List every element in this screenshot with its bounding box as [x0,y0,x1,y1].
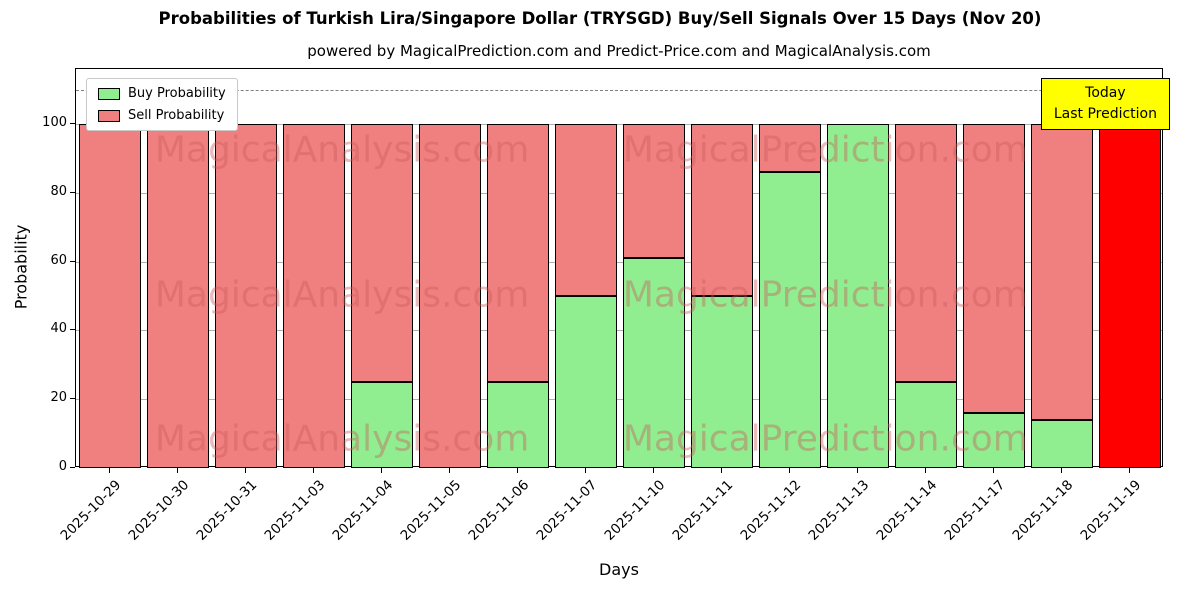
x-axis-label: Days [599,560,639,579]
x-tick-mark [993,468,994,473]
y-tick-mark [70,123,75,125]
watermark-text: MagicalAnalysis.com [154,418,530,460]
bar-segment-sell [555,124,617,296]
watermark-text: MagicalPrediction.com [622,274,1028,316]
y-tick-label: 0 [58,459,67,474]
y-tick-label: 100 [42,115,67,131]
x-tick-mark [1061,468,1062,473]
y-tick-mark [70,329,75,331]
gridline [76,399,1162,401]
legend-label-buy: Buy Probability [128,86,226,101]
x-tick-mark [449,468,450,473]
bar-segment-buy [895,382,957,468]
x-tick-mark [381,468,382,473]
bar-segment-sell [623,124,685,259]
bar-segment-sell [351,124,413,382]
bar-segment-sell [1031,124,1093,420]
bar-segment-buy [623,258,685,468]
bar-segment-buy [759,172,821,468]
legend-swatch-buy-icon [98,87,120,100]
x-tick-mark [245,468,246,473]
bar-segment-buy [487,382,549,468]
gridline [76,261,1162,263]
bar-segment-sell [691,124,753,296]
y-tick-label: 80 [50,183,67,199]
plot-area: Buy Probability Sell Probability Today L… [75,68,1170,468]
bar-segment-sell [1099,124,1161,468]
x-tick-mark [177,468,178,473]
x-tick-mark [857,468,858,473]
bar-segment-buy [555,296,617,468]
chart-title: Probabilities of Turkish Lira/Singapore … [158,9,1042,28]
y-tick-mark [70,260,75,262]
bar-segment-buy [351,382,413,468]
gridline [76,330,1162,332]
bar-segment-sell [283,124,345,468]
legend-swatch-sell-icon [98,109,120,122]
bar-segment-buy [1031,419,1093,468]
y-tick-mark [70,398,75,400]
bar-segment-sell [147,124,209,468]
annotation-line1: Today [1085,85,1126,101]
x-tick-mark [721,468,722,473]
today-annotation: Today Last Prediction [1040,78,1170,130]
y-tick-mark [70,191,75,193]
bar-segment-sell [215,124,277,468]
y-tick-label: 40 [50,321,67,337]
gridline [76,192,1162,194]
x-tick-mark [1129,468,1130,473]
x-tick-mark [925,468,926,473]
legend-item-buy: Buy Probability [98,86,226,101]
x-tick-mark [585,468,586,473]
y-tick-mark [70,467,75,468]
y-tick-label: 20 [50,390,67,406]
x-tick-mark [653,468,654,473]
x-tick-mark [109,468,110,473]
bar-segment-buy [963,412,1025,468]
x-tick-mark [313,468,314,473]
y-tick-label: 60 [50,252,67,268]
bar-segment-sell [895,124,957,382]
annotation-line2: Last Prediction [1053,106,1157,122]
bar-segment-sell [963,124,1025,413]
bar-segment-sell [759,124,821,173]
chart-subtitle: powered by MagicalPrediction.com and Pre… [307,42,931,60]
watermark-text: MagicalAnalysis.com [154,274,530,316]
legend: Buy Probability Sell Probability [86,78,238,131]
bar-segment-buy [827,124,889,468]
legend-label-sell: Sell Probability [128,108,225,123]
bar-segment-buy [691,296,753,468]
bar-segment-sell [487,124,549,382]
bar-segment-sell [79,124,141,468]
legend-item-sell: Sell Probability [98,108,226,123]
bar-segment-sell [419,124,481,468]
x-tick-mark [789,468,790,473]
x-tick-mark [517,468,518,473]
gridline [76,124,1162,126]
watermark-text: MagicalPrediction.com [622,418,1028,460]
dashed-threshold-line [76,89,1162,91]
watermark-text: MagicalPrediction.com [622,129,1028,171]
watermark-text: MagicalAnalysis.com [154,129,530,171]
